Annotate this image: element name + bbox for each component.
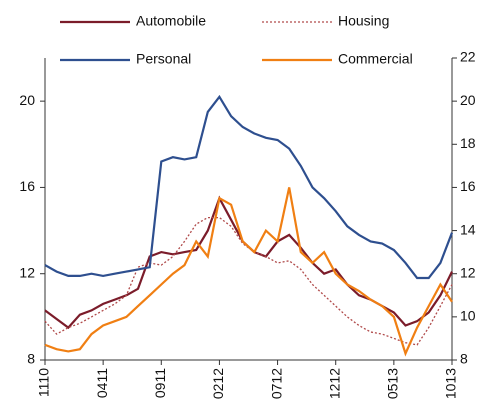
x-tick-label: 0712 [268,368,284,399]
series-line [44,94,454,280]
legend-label: Commercial [338,51,413,67]
x-tick-label: 0212 [210,368,226,399]
y-tick-label: 12 [19,264,35,280]
y2-tick-label: 22 [460,49,476,65]
y-tick-label: 8 [27,351,35,367]
y-tick-label: 20 [19,92,35,108]
legend-label: Automobile [136,13,206,29]
x-tick-label: 1013 [443,368,459,399]
legend-label: Personal [136,51,191,67]
y2-tick-label: 18 [460,135,476,151]
series-line [44,187,453,357]
y2-tick-label: 14 [460,221,476,237]
x-tick-label: 0911 [152,368,168,398]
x-tick-label: 0411 [94,368,110,398]
legend-label: Housing [338,13,389,29]
y-tick-label: 16 [19,178,35,194]
x-tick-label: 1212 [326,368,342,399]
series-line [44,216,453,346]
y2-tick-label: 8 [460,351,468,367]
x-tick-label: 1110 [36,368,52,397]
y2-tick-label: 20 [460,92,476,108]
y2-tick-label: 16 [460,178,476,194]
y2-tick-label: 10 [460,308,476,324]
y2-tick-label: 12 [460,264,476,280]
x-tick-label: 0513 [385,368,401,399]
